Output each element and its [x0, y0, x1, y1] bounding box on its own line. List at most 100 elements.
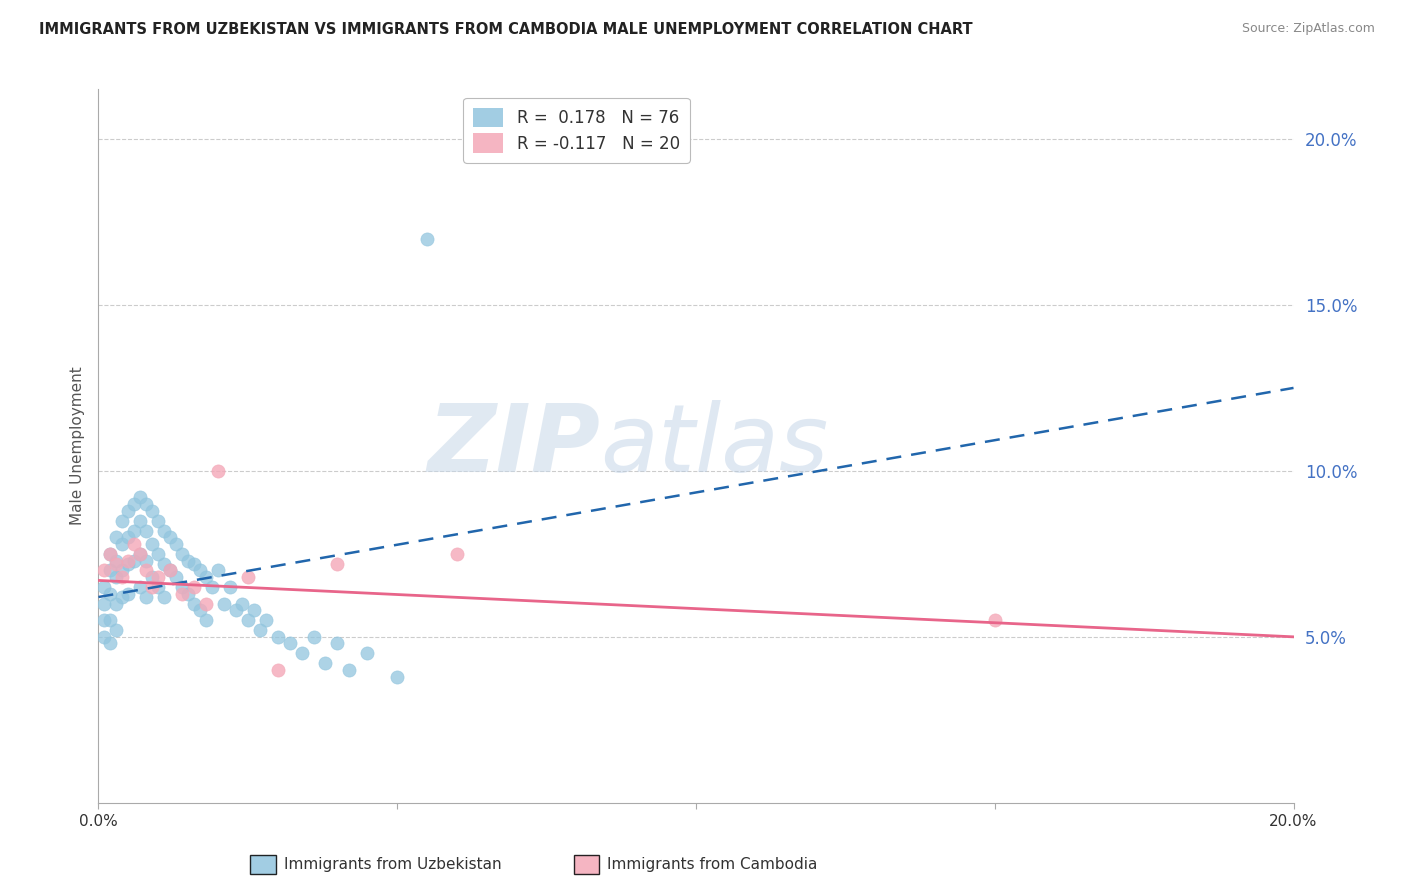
Point — [188, 603, 211, 617]
Point — [111, 514, 134, 528]
Point — [267, 630, 290, 644]
Point — [105, 553, 128, 567]
Point — [117, 587, 139, 601]
Point — [291, 647, 314, 661]
Point — [201, 580, 224, 594]
Point — [177, 553, 200, 567]
Point — [135, 497, 157, 511]
Point — [105, 530, 128, 544]
Point — [249, 624, 271, 638]
Point — [129, 580, 152, 594]
Text: IMMIGRANTS FROM UZBEKISTAN VS IMMIGRANTS FROM CAMBODIA MALE UNEMPLOYMENT CORRELA: IMMIGRANTS FROM UZBEKISTAN VS IMMIGRANTS… — [39, 22, 973, 37]
Point — [148, 570, 170, 584]
Point — [129, 514, 152, 528]
Point — [183, 557, 205, 571]
Point — [231, 597, 253, 611]
Point — [236, 613, 259, 627]
Point — [124, 524, 146, 538]
Point — [243, 603, 266, 617]
Point — [195, 597, 218, 611]
Point — [183, 580, 205, 594]
Point — [98, 564, 122, 578]
Point — [105, 570, 128, 584]
Point — [111, 590, 134, 604]
Point — [254, 613, 277, 627]
Point — [111, 564, 134, 578]
Point — [124, 537, 146, 551]
Point — [153, 590, 176, 604]
Point — [159, 530, 181, 544]
Point — [135, 553, 157, 567]
Point — [98, 547, 122, 561]
Point — [105, 624, 128, 638]
Point — [117, 553, 139, 567]
Point — [326, 557, 349, 571]
Point — [236, 570, 259, 584]
Point — [416, 231, 439, 245]
Point — [219, 580, 242, 594]
Point — [129, 491, 152, 505]
Point — [195, 613, 218, 627]
Point — [98, 613, 122, 627]
Point — [93, 580, 115, 594]
Point — [135, 590, 157, 604]
Point — [141, 504, 163, 518]
Point — [111, 570, 134, 584]
Point — [117, 557, 139, 571]
Point — [195, 570, 218, 584]
Point — [93, 597, 115, 611]
Point — [172, 580, 194, 594]
Point — [141, 580, 163, 594]
Point — [212, 597, 235, 611]
Point — [385, 670, 409, 684]
Point — [315, 657, 337, 671]
Point — [135, 564, 157, 578]
Point — [188, 564, 211, 578]
Point — [172, 547, 194, 561]
Point — [148, 580, 170, 594]
Point — [135, 524, 157, 538]
Point — [153, 524, 176, 538]
Text: Immigrants from Uzbekistan: Immigrants from Uzbekistan — [284, 857, 502, 871]
Point — [225, 603, 247, 617]
Point — [446, 547, 468, 561]
Point — [267, 663, 290, 677]
Point — [356, 647, 378, 661]
Text: ZIP: ZIP — [427, 400, 600, 492]
Point — [148, 514, 170, 528]
Point — [93, 630, 115, 644]
Point — [141, 537, 163, 551]
Point — [207, 564, 229, 578]
Point — [278, 636, 301, 650]
Point — [105, 597, 128, 611]
Point — [984, 613, 1007, 627]
Point — [105, 557, 128, 571]
Point — [93, 564, 115, 578]
Point — [117, 504, 139, 518]
Point — [339, 663, 361, 677]
Point — [93, 613, 115, 627]
Text: Source: ZipAtlas.com: Source: ZipAtlas.com — [1241, 22, 1375, 36]
Point — [165, 537, 187, 551]
Text: Immigrants from Cambodia: Immigrants from Cambodia — [607, 857, 818, 871]
Point — [98, 587, 122, 601]
Point — [117, 530, 139, 544]
Point — [172, 587, 194, 601]
Point — [98, 636, 122, 650]
Legend: R =  0.178   N = 76, R = -0.117   N = 20: R = 0.178 N = 76, R = -0.117 N = 20 — [463, 97, 690, 162]
Point — [111, 537, 134, 551]
Point — [98, 547, 122, 561]
Point — [177, 587, 200, 601]
Point — [183, 597, 205, 611]
Text: atlas: atlas — [600, 401, 828, 491]
Point — [326, 636, 349, 650]
Point — [124, 497, 146, 511]
Point — [159, 564, 181, 578]
Point — [207, 464, 229, 478]
Point — [302, 630, 325, 644]
Point — [165, 570, 187, 584]
Point — [153, 557, 176, 571]
Point — [148, 547, 170, 561]
Point — [124, 553, 146, 567]
Point — [129, 547, 152, 561]
